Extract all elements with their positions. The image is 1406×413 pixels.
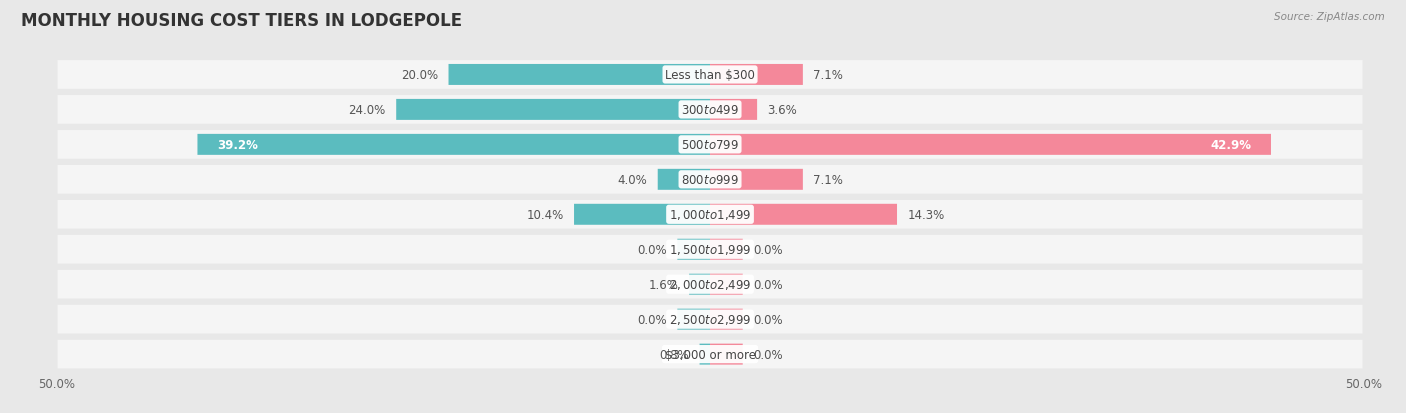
FancyBboxPatch shape xyxy=(58,235,1362,264)
FancyBboxPatch shape xyxy=(574,204,710,225)
FancyBboxPatch shape xyxy=(710,169,803,190)
FancyBboxPatch shape xyxy=(58,305,1362,334)
Text: $300 to $499: $300 to $499 xyxy=(681,104,740,116)
Text: 39.2%: 39.2% xyxy=(217,138,257,152)
FancyBboxPatch shape xyxy=(58,200,1362,229)
FancyBboxPatch shape xyxy=(678,239,710,260)
FancyBboxPatch shape xyxy=(58,131,1362,159)
Legend: Owner-occupied, Renter-occupied: Owner-occupied, Renter-occupied xyxy=(571,412,849,413)
FancyBboxPatch shape xyxy=(58,96,1362,124)
Text: 0.0%: 0.0% xyxy=(754,348,783,361)
FancyBboxPatch shape xyxy=(710,65,803,86)
Text: 0.0%: 0.0% xyxy=(754,278,783,291)
FancyBboxPatch shape xyxy=(710,274,742,295)
Text: 0.0%: 0.0% xyxy=(637,313,666,326)
Text: 3.6%: 3.6% xyxy=(768,104,797,116)
Text: 0.0%: 0.0% xyxy=(637,243,666,256)
Text: 7.1%: 7.1% xyxy=(813,69,844,82)
Text: $1,500 to $1,999: $1,500 to $1,999 xyxy=(669,243,751,256)
Text: $500 to $799: $500 to $799 xyxy=(681,138,740,152)
Text: $1,000 to $1,499: $1,000 to $1,499 xyxy=(669,208,751,222)
Text: $3,000 or more: $3,000 or more xyxy=(665,348,755,361)
FancyBboxPatch shape xyxy=(58,61,1362,90)
Text: Less than $300: Less than $300 xyxy=(665,69,755,82)
Text: 7.1%: 7.1% xyxy=(813,173,844,186)
FancyBboxPatch shape xyxy=(678,309,710,330)
Text: $2,500 to $2,999: $2,500 to $2,999 xyxy=(669,312,751,326)
Text: 24.0%: 24.0% xyxy=(349,104,385,116)
Text: Source: ZipAtlas.com: Source: ZipAtlas.com xyxy=(1274,12,1385,22)
Text: $2,000 to $2,499: $2,000 to $2,499 xyxy=(669,278,751,292)
Text: 1.6%: 1.6% xyxy=(648,278,679,291)
Text: 20.0%: 20.0% xyxy=(401,69,439,82)
FancyBboxPatch shape xyxy=(197,135,710,155)
FancyBboxPatch shape xyxy=(710,100,756,121)
FancyBboxPatch shape xyxy=(58,340,1362,368)
Text: MONTHLY HOUSING COST TIERS IN LODGEPOLE: MONTHLY HOUSING COST TIERS IN LODGEPOLE xyxy=(21,12,463,30)
Text: 14.3%: 14.3% xyxy=(907,208,945,221)
Text: 0.0%: 0.0% xyxy=(754,313,783,326)
FancyBboxPatch shape xyxy=(658,169,710,190)
FancyBboxPatch shape xyxy=(700,344,710,365)
Text: 0.8%: 0.8% xyxy=(659,348,689,361)
FancyBboxPatch shape xyxy=(710,135,1271,155)
FancyBboxPatch shape xyxy=(710,309,742,330)
FancyBboxPatch shape xyxy=(58,270,1362,299)
Text: 42.9%: 42.9% xyxy=(1211,138,1251,152)
FancyBboxPatch shape xyxy=(58,166,1362,194)
FancyBboxPatch shape xyxy=(449,65,710,86)
FancyBboxPatch shape xyxy=(710,239,742,260)
FancyBboxPatch shape xyxy=(689,274,710,295)
FancyBboxPatch shape xyxy=(710,344,742,365)
FancyBboxPatch shape xyxy=(710,204,897,225)
Text: 10.4%: 10.4% xyxy=(526,208,564,221)
Text: $800 to $999: $800 to $999 xyxy=(681,173,740,186)
Text: 0.0%: 0.0% xyxy=(754,243,783,256)
Text: 4.0%: 4.0% xyxy=(617,173,647,186)
FancyBboxPatch shape xyxy=(396,100,710,121)
